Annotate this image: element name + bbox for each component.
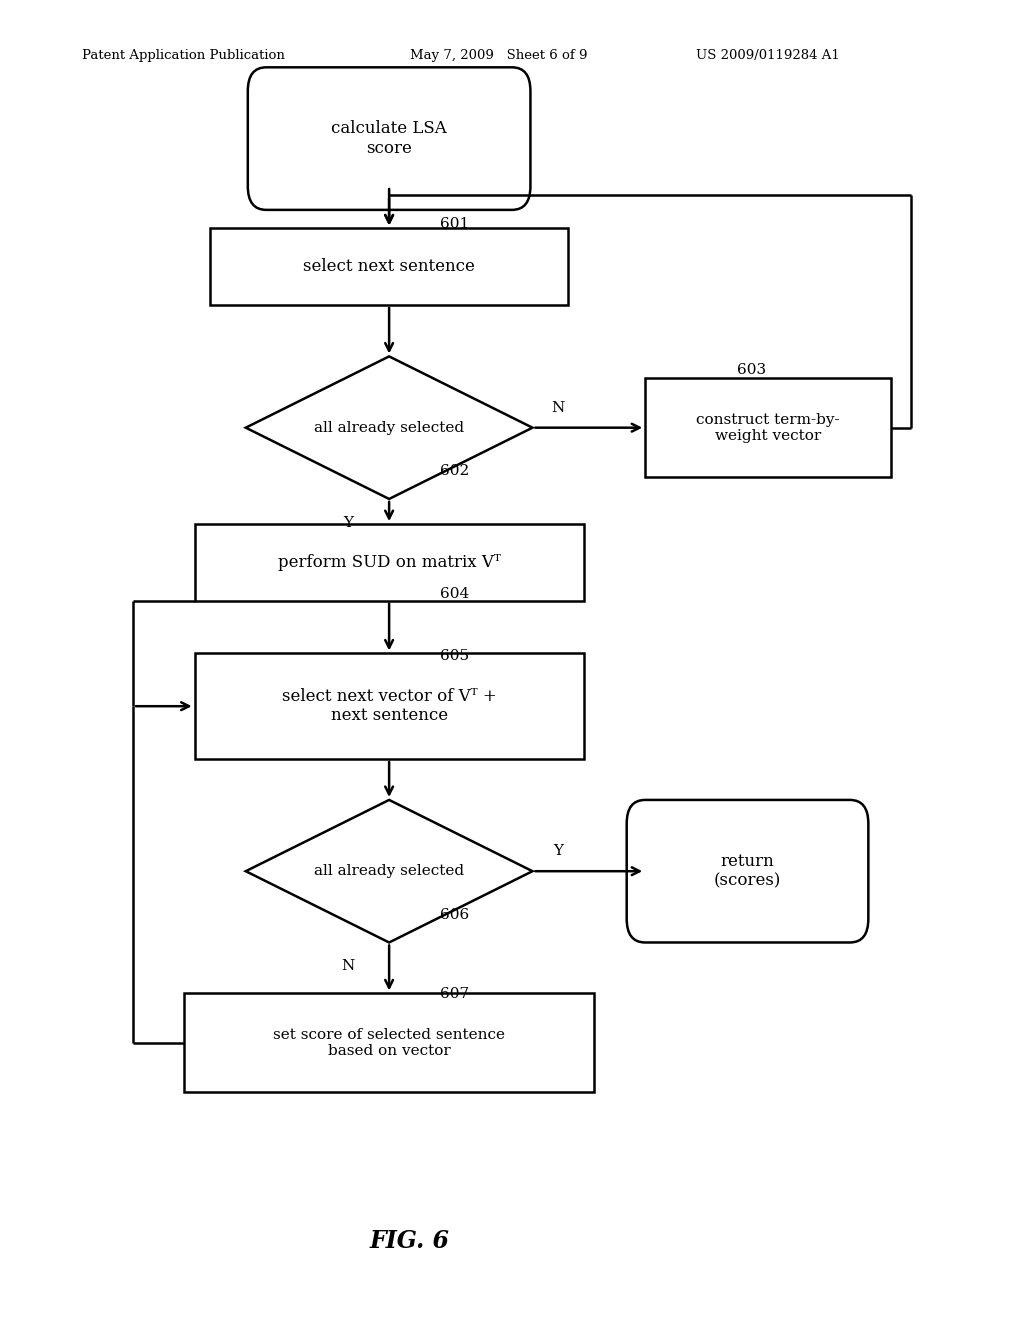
- Text: 604: 604: [440, 587, 470, 601]
- Text: 602: 602: [440, 465, 470, 478]
- Text: select next vector of Vᵀ +
next sentence: select next vector of Vᵀ + next sentence: [282, 688, 497, 725]
- Text: 606: 606: [440, 908, 470, 921]
- Text: calculate LSA
score: calculate LSA score: [331, 120, 447, 157]
- Text: N: N: [552, 401, 564, 414]
- Text: return
(scores): return (scores): [714, 853, 781, 890]
- Text: Y: Y: [553, 845, 563, 858]
- Text: construct term-by-
weight vector: construct term-by- weight vector: [696, 413, 840, 442]
- Bar: [645, 379, 891, 477]
- Text: 605: 605: [440, 649, 469, 663]
- Text: perform SUD on matrix Vᵀ: perform SUD on matrix Vᵀ: [278, 554, 501, 570]
- Text: FIG. 6: FIG. 6: [370, 1229, 450, 1253]
- Text: 607: 607: [440, 987, 469, 1001]
- Bar: [210, 228, 568, 305]
- Text: all already selected: all already selected: [314, 421, 464, 434]
- Bar: [195, 524, 584, 601]
- Text: Y: Y: [343, 516, 353, 529]
- Text: select next sentence: select next sentence: [303, 259, 475, 275]
- Text: 601: 601: [440, 218, 470, 231]
- Text: US 2009/0119284 A1: US 2009/0119284 A1: [696, 49, 840, 62]
- FancyBboxPatch shape: [627, 800, 868, 942]
- Text: N: N: [342, 960, 354, 973]
- Text: May 7, 2009   Sheet 6 of 9: May 7, 2009 Sheet 6 of 9: [410, 49, 587, 62]
- Text: Patent Application Publication: Patent Application Publication: [82, 49, 285, 62]
- FancyBboxPatch shape: [248, 67, 530, 210]
- Bar: [184, 993, 594, 1093]
- Text: all already selected: all already selected: [314, 865, 464, 878]
- Polygon shape: [246, 800, 532, 942]
- Text: set score of selected sentence
based on vector: set score of selected sentence based on …: [273, 1028, 505, 1057]
- Text: 603: 603: [737, 363, 766, 376]
- Bar: [195, 653, 584, 759]
- Polygon shape: [246, 356, 532, 499]
